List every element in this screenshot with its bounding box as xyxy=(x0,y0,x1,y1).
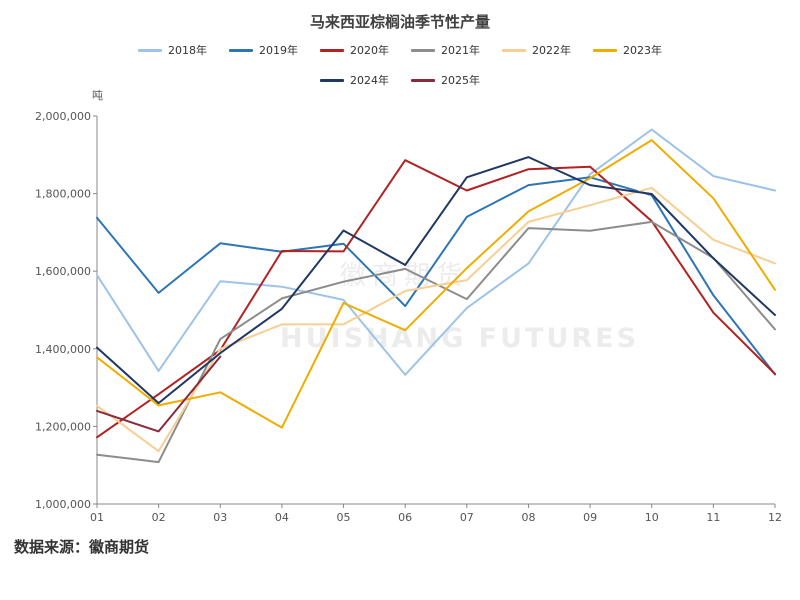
legend-swatch xyxy=(593,48,617,52)
legend-label: 2023年 xyxy=(623,44,662,57)
x-tick-label: 09 xyxy=(583,511,597,524)
chart-title: 马来西亚棕榈油季节性产量 xyxy=(309,13,490,31)
x-tick-label: 03 xyxy=(213,511,227,524)
legend-swatch xyxy=(411,78,435,82)
y-tick-label: 1,400,000 xyxy=(35,343,91,356)
legend-label: 2021年 xyxy=(441,44,480,57)
legend-item[interactable]: 2024年 xyxy=(320,72,389,88)
x-tick-label: 08 xyxy=(521,511,535,524)
legend-label: 2019年 xyxy=(259,44,298,57)
legend-item[interactable]: 2018年 xyxy=(138,42,207,58)
data-source: 数据来源：徽商期货 xyxy=(14,538,150,556)
legend-label: 2022年 xyxy=(532,44,571,57)
legend-item[interactable]: 2022年 xyxy=(502,42,571,58)
y-tick-label: 1,800,000 xyxy=(35,188,91,201)
legend-item[interactable]: 2023年 xyxy=(593,42,662,58)
series-line-2022年 xyxy=(96,186,776,453)
x-tick-label: 12 xyxy=(768,511,782,524)
legend-swatch xyxy=(229,48,253,52)
x-tick-label: 11 xyxy=(706,511,720,524)
y-tick-label: 1,600,000 xyxy=(35,265,91,278)
legend-swatch xyxy=(411,48,435,52)
legend-label: 2025年 xyxy=(441,74,480,87)
x-tick-label: 01 xyxy=(90,511,104,524)
legend-swatch xyxy=(502,48,526,52)
series-line-2023年 xyxy=(96,139,776,429)
legend-row-1: 2018年 2019年 2020年 2021年 2022年 2023年 xyxy=(0,42,800,58)
y-axis-unit: 吨 xyxy=(92,89,103,102)
x-tick-label: 06 xyxy=(398,511,412,524)
legend-swatch xyxy=(320,78,344,82)
x-tick-label: 05 xyxy=(337,511,351,524)
series-layer xyxy=(96,128,776,464)
legend-swatch xyxy=(320,48,344,52)
legend-label: 2018年 xyxy=(168,44,207,57)
legend-swatch xyxy=(138,48,162,52)
legend-item[interactable]: 2019年 xyxy=(229,42,298,58)
series-line-2024年 xyxy=(96,156,776,405)
x-tick-label: 04 xyxy=(275,511,289,524)
series-line-2021年 xyxy=(96,220,776,464)
legend-item[interactable]: 2025年 xyxy=(411,72,480,88)
axes: 1,000,000 1,200,000 1,400,000 1,600,000 1,80… xyxy=(35,110,782,524)
legend-item[interactable]: 2021年 xyxy=(411,42,480,58)
legend-label: 2020年 xyxy=(350,44,389,57)
series-line-2019年 xyxy=(96,176,776,376)
series-line-2020年 xyxy=(96,159,776,439)
y-tick-label: 1,000,000 xyxy=(35,498,91,511)
x-tick-label: 02 xyxy=(152,511,166,524)
legend-item[interactable]: 2020年 xyxy=(320,42,389,58)
series-line-2018年 xyxy=(96,128,776,376)
legend-label: 2024年 xyxy=(350,74,389,87)
x-tick-label: 10 xyxy=(645,511,659,524)
legend-row-2: 2024年 2025年 xyxy=(0,72,800,88)
x-tick-label: 07 xyxy=(460,511,474,524)
y-tick-label: 2,000,000 xyxy=(35,110,91,123)
y-tick-label: 1,200,000 xyxy=(35,420,91,433)
series-line-2025年 xyxy=(96,355,222,433)
